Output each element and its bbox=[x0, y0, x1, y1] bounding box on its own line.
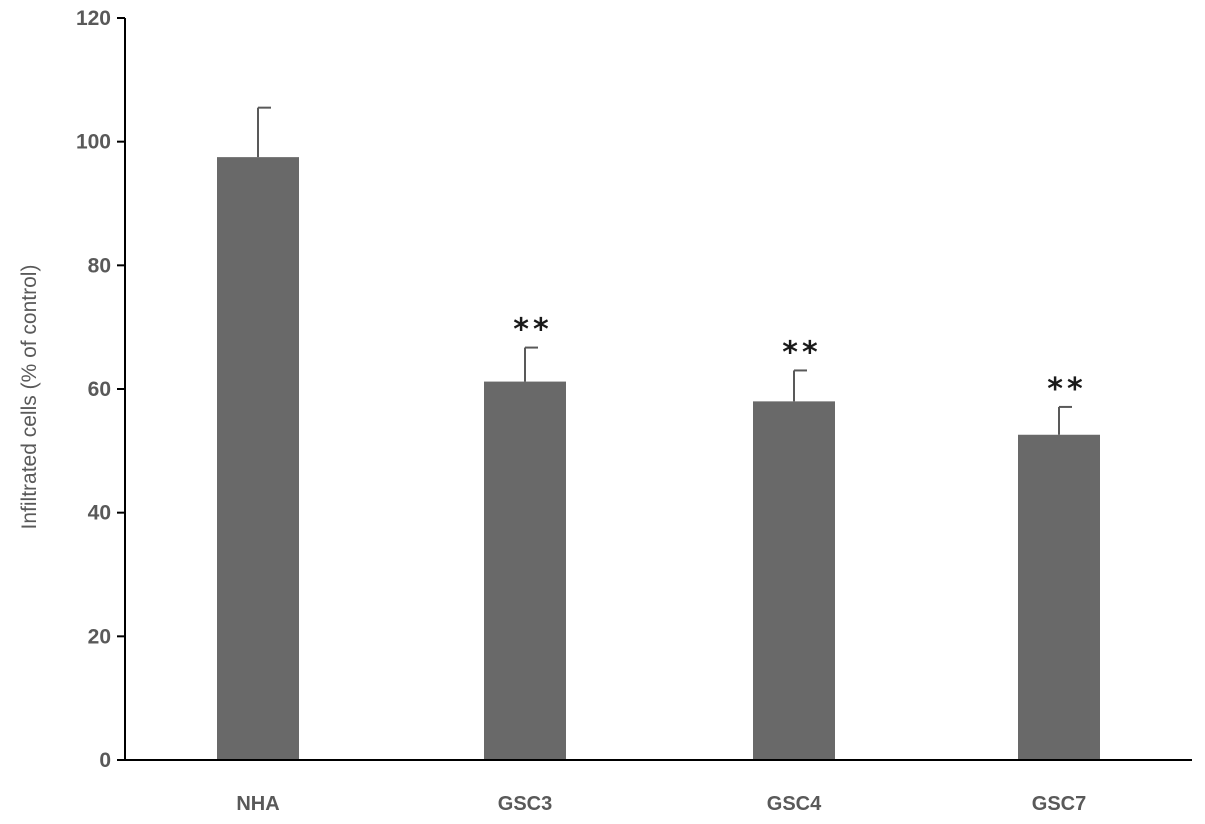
error-bars-layer bbox=[257, 106, 1072, 435]
y-tick-label: 100 bbox=[76, 131, 111, 154]
significance-labels-layer: ** ** ** bbox=[513, 313, 1086, 407]
bar-nha bbox=[217, 157, 299, 760]
y-tick-label: 40 bbox=[88, 502, 111, 525]
bar-gsc4 bbox=[753, 401, 835, 760]
y-tick-label: 80 bbox=[88, 254, 111, 277]
x-category-label: GSC7 bbox=[1032, 793, 1086, 815]
y-tick-label: 0 bbox=[99, 749, 111, 772]
bar-gsc7 bbox=[1018, 434, 1100, 760]
category-labels-layer: NHA GSC3 GSC4 GSC7 bbox=[236, 793, 1086, 815]
significance-label-gsc4: ** bbox=[782, 335, 821, 370]
significance-label-gsc7: ** bbox=[1047, 372, 1086, 407]
x-category-label: GSC4 bbox=[767, 793, 822, 815]
y-ticks-layer: 0 20 40 60 80 100 120 bbox=[76, 7, 125, 772]
y-tick-label: 60 bbox=[88, 378, 111, 401]
significance-label-gsc3: ** bbox=[513, 313, 552, 348]
y-tick-label: 120 bbox=[76, 7, 111, 30]
bar-gsc3 bbox=[484, 381, 566, 760]
bars-layer bbox=[217, 157, 1100, 760]
y-axis-title: Infiltrated cells (% of control) bbox=[18, 265, 41, 530]
y-tick-label: 20 bbox=[88, 625, 111, 648]
x-category-label: NHA bbox=[236, 793, 279, 815]
x-category-label: GSC3 bbox=[498, 793, 552, 815]
